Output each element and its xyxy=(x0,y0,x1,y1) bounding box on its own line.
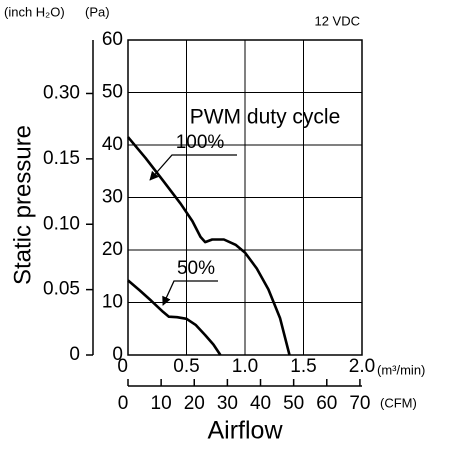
annotation: 12 VDC xyxy=(314,13,360,28)
x-tick-label: 1.0 xyxy=(232,356,258,377)
leader-line xyxy=(162,280,218,306)
x2-tick-label: 0 xyxy=(118,393,129,414)
y-tick-label: 0 xyxy=(112,344,123,365)
y-tick-label: 60 xyxy=(102,29,123,50)
y2-tick-label: 0.10 xyxy=(43,213,80,234)
y-unit: (Pa) xyxy=(85,4,110,19)
x2-tick-label: 60 xyxy=(316,393,337,414)
y-tick-label: 40 xyxy=(102,134,123,155)
annotation: PWM duty cycle xyxy=(190,106,341,129)
x-tick-label: 0 xyxy=(117,356,128,377)
y-tick-label: 50 xyxy=(102,82,123,103)
y-axis-title: Static pressure xyxy=(9,125,36,285)
x-unit: (m³/min) xyxy=(377,362,425,377)
leader-line xyxy=(149,154,237,181)
curve xyxy=(127,136,291,356)
x-axis-title: Airflow xyxy=(207,417,283,445)
series-label: 100% xyxy=(176,132,225,153)
y-tick-label: 10 xyxy=(102,292,123,313)
x2-tick-label: 40 xyxy=(250,393,271,414)
x-tick-label: 1.5 xyxy=(290,356,316,377)
x2-tick-label: 30 xyxy=(217,393,238,414)
y2-unit: (inch H₂O) xyxy=(4,4,65,19)
y2-tick-label: 0.05 xyxy=(43,279,80,300)
x-tick-label: 0.5 xyxy=(173,356,199,377)
x2-tick-label: 50 xyxy=(283,393,304,414)
y2-tick-label: 0.30 xyxy=(43,82,80,103)
y2-tick-label: 0 xyxy=(69,344,80,365)
y-tick-label: 30 xyxy=(102,187,123,208)
y2-tick-label: 0.15 xyxy=(43,148,80,169)
x2-unit: (CFM) xyxy=(380,395,417,410)
x2-tick-label: 70 xyxy=(349,393,370,414)
y-tick-label: 20 xyxy=(102,239,123,260)
curve xyxy=(127,279,222,356)
x2-tick-label: 20 xyxy=(184,393,205,414)
x-tick-label: 2.0 xyxy=(349,356,375,377)
series-label: 50% xyxy=(177,258,215,279)
x2-tick-label: 10 xyxy=(151,393,172,414)
